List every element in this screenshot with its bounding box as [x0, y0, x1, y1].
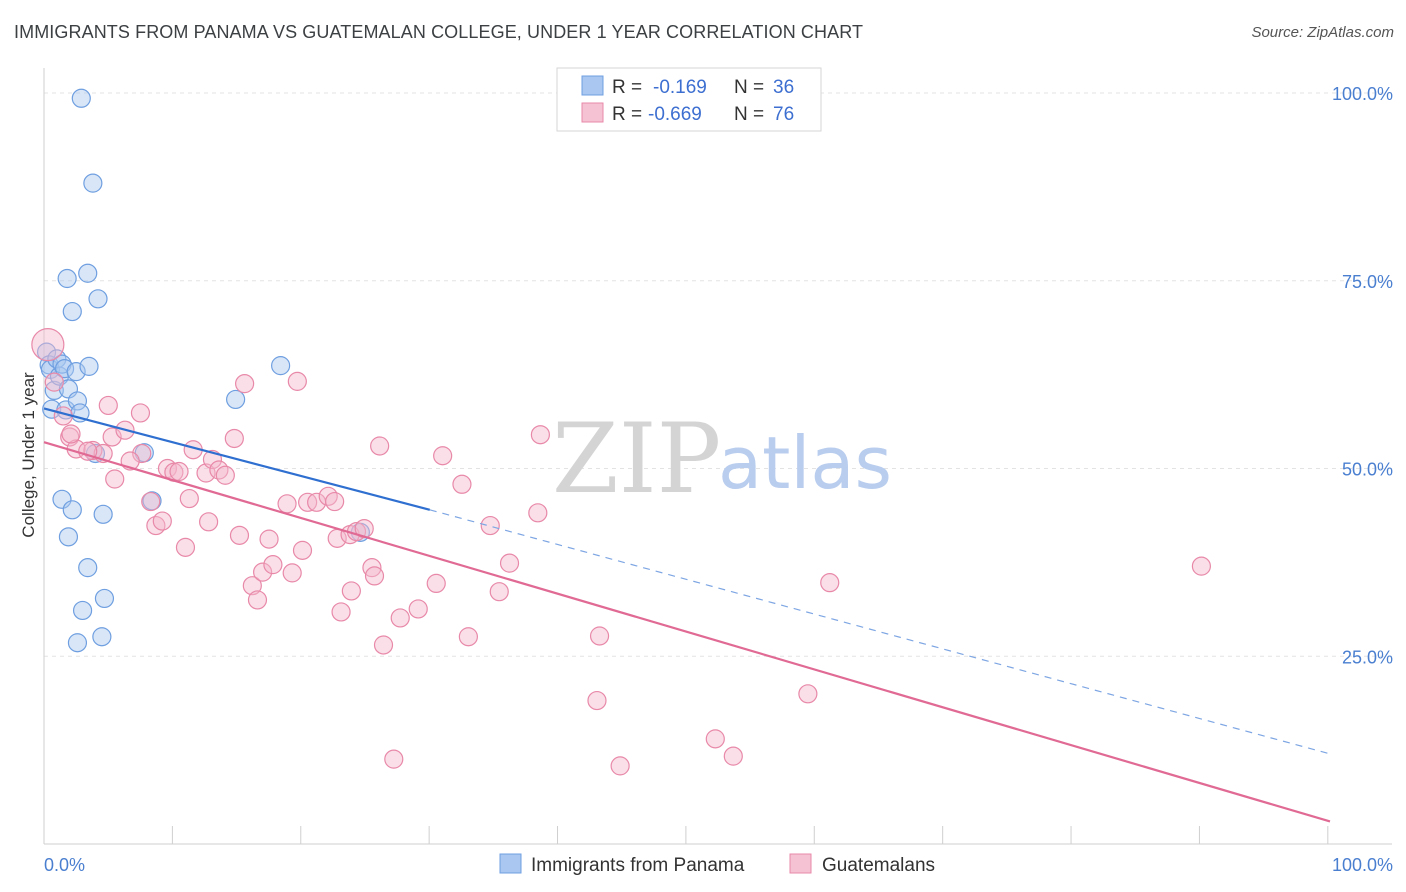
point-guatemalans-35	[278, 495, 296, 513]
point-panama-25	[58, 270, 76, 288]
legend-r-value-2: -0.669	[648, 104, 702, 125]
point-guatemalans-63	[529, 504, 547, 522]
point-guatemalans-72	[1192, 557, 1210, 575]
scatter-chart: ZIP atlas 25.0% 50.0% 75.0% 100.0% 0.0% 100.0…	[0, 0, 1406, 892]
point-panama-24	[72, 89, 90, 107]
legend-n-value-2: 76	[773, 104, 794, 125]
x-tick-label-min: 0.0%	[44, 855, 85, 875]
point-panama-21	[95, 589, 113, 607]
top-legend: R = -0.169 N = 36 R = -0.669 N = 76	[557, 68, 821, 131]
point-guatemalans-51	[371, 437, 389, 455]
point-guatemalans-33	[260, 530, 278, 548]
point-guatemalans-71	[821, 574, 839, 592]
watermark-atlas: atlas	[718, 421, 892, 505]
point-guatemalans-66	[591, 627, 609, 645]
point-guatemalans-44	[332, 603, 350, 621]
point-panama-27	[63, 303, 81, 321]
point-guatemalans-54	[391, 609, 409, 627]
point-guatemalans-68	[706, 730, 724, 748]
y-axis-label: College, Under 1 year	[19, 372, 38, 538]
legend-swatch-guatemalans	[582, 103, 603, 122]
point-panama-19	[68, 634, 86, 652]
point-guatemalans-70	[799, 685, 817, 703]
point-panama-15	[63, 501, 81, 519]
point-guatemalans-0	[32, 329, 64, 361]
point-panama-23	[84, 174, 102, 192]
bottom-legend-label-panama: Immigrants from Panama	[531, 855, 745, 876]
trend-line-panama-extrapolated	[430, 510, 1330, 754]
point-guatemalans-46	[342, 582, 360, 600]
point-panama-33	[272, 357, 290, 375]
point-panama-26	[79, 264, 97, 282]
point-guatemalans-42	[326, 493, 344, 511]
bottom-legend-label-guatemalans: Guatemalans	[822, 855, 935, 876]
point-guatemalans-60	[481, 517, 499, 535]
point-guatemalans-13	[142, 493, 160, 511]
point-guatemalans-55	[409, 600, 427, 618]
point-guatemalans-36	[283, 564, 301, 582]
point-guatemalans-23	[200, 513, 218, 531]
point-guatemalans-6	[99, 396, 117, 414]
point-guatemalans-18	[170, 463, 188, 481]
point-guatemalans-69	[724, 747, 742, 765]
point-guatemalans-37	[288, 372, 306, 390]
point-guatemalans-19	[176, 538, 194, 556]
point-panama-28	[89, 290, 107, 308]
legend-r-label-1: R =	[612, 77, 642, 98]
point-guatemalans-75	[62, 425, 80, 443]
legend-swatch-panama	[582, 76, 603, 95]
point-guatemalans-62	[501, 554, 519, 572]
point-guatemalans-67	[611, 757, 629, 775]
point-guatemalans-15	[153, 512, 171, 530]
point-guatemalans-26	[216, 466, 234, 484]
point-guatemalans-1	[45, 373, 63, 391]
point-guatemalans-58	[453, 475, 471, 493]
point-panama-20	[94, 505, 112, 523]
bottom-legend: Immigrants from Panama Guatemalans	[500, 854, 935, 876]
point-guatemalans-65	[588, 692, 606, 710]
point-guatemalans-20	[180, 490, 198, 508]
point-guatemalans-61	[490, 583, 508, 601]
x-tick-label-max: 100.0%	[1332, 855, 1393, 875]
point-guatemalans-50	[366, 567, 384, 585]
point-guatemalans-56	[427, 574, 445, 592]
bottom-legend-swatch-panama	[500, 854, 521, 873]
legend-n-value-1: 36	[773, 77, 794, 98]
point-guatemalans-52	[375, 636, 393, 654]
point-guatemalans-38	[293, 541, 311, 559]
legend-n-label-2: N =	[734, 104, 764, 125]
y-tick-label-50: 50.0%	[1342, 460, 1393, 480]
point-panama-18	[74, 601, 92, 619]
point-guatemalans-11	[131, 404, 149, 422]
y-tick-label-25: 25.0%	[1342, 647, 1393, 667]
point-panama-17	[79, 559, 97, 577]
bottom-legend-swatch-guatemalans	[790, 854, 811, 873]
y-tick-label-100: 100.0%	[1332, 84, 1393, 104]
point-guatemalans-27	[225, 429, 243, 447]
legend-n-label-1: N =	[734, 77, 764, 98]
point-guatemalans-9	[106, 470, 124, 488]
point-guatemalans-53	[385, 750, 403, 768]
point-guatemalans-28	[230, 526, 248, 544]
point-guatemalans-57	[434, 447, 452, 465]
y-tick-label-75: 75.0%	[1342, 272, 1393, 292]
point-guatemalans-34	[264, 556, 282, 574]
point-panama-16	[59, 528, 77, 546]
watermark-zip: ZIP	[552, 403, 721, 515]
point-panama-22	[93, 628, 111, 646]
point-guatemalans-31	[248, 591, 266, 609]
point-guatemalans-59	[459, 628, 477, 646]
point-panama-29	[80, 357, 98, 375]
legend-r-label-2: R =	[612, 104, 642, 125]
point-panama-32	[227, 390, 245, 408]
legend-r-value-1: -0.169	[653, 77, 707, 98]
point-guatemalans-29	[236, 375, 254, 393]
point-guatemalans-64	[531, 426, 549, 444]
